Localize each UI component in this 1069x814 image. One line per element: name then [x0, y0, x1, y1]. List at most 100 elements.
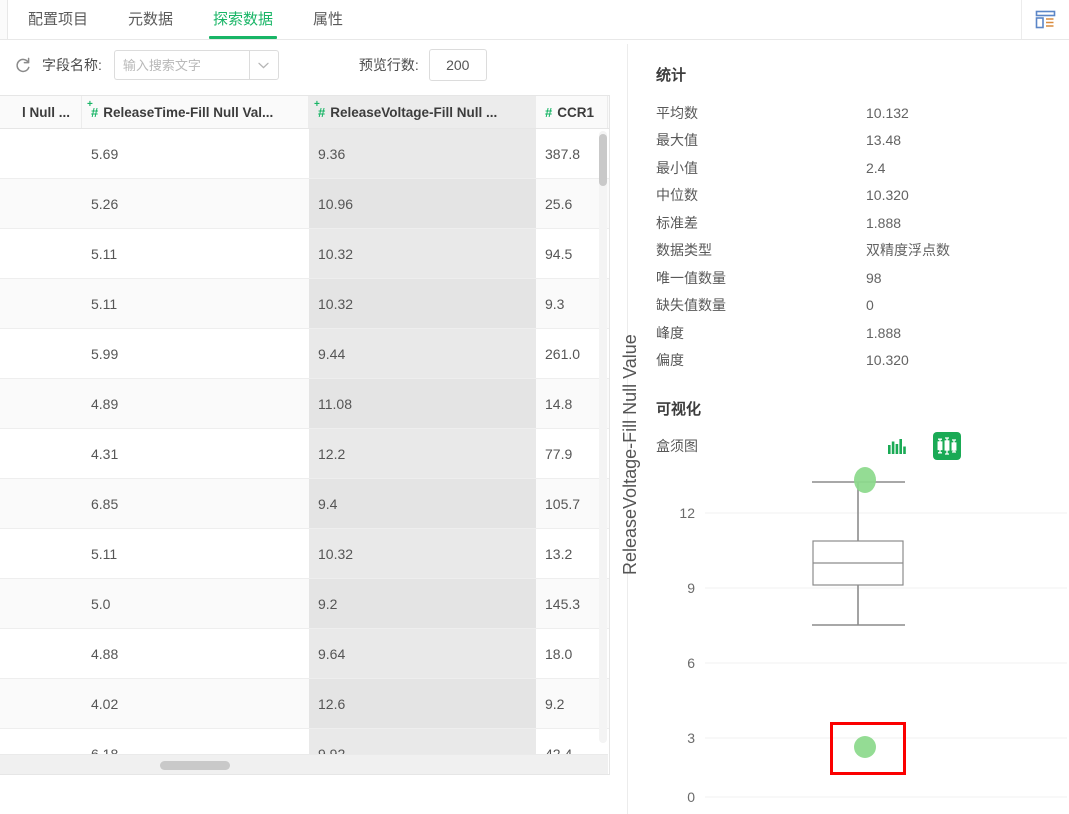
statistics-key: 缺失值数量	[656, 297, 726, 314]
table-cell	[0, 129, 82, 178]
table-vertical-scroll-thumb[interactable]	[599, 134, 607, 186]
table-body[interactable]: 5.69 9.36 387.8 5.26 10.96 25.6 5.11 10.32 94.5 5…	[0, 129, 609, 774]
table-column-header-ccr1[interactable]: # CCR1	[536, 96, 608, 128]
bar-chart-icon	[888, 439, 906, 454]
statistics-value: 双精度浮点数	[866, 242, 950, 259]
statistics-value: 1.888	[866, 324, 902, 341]
table-column-header-release-voltage[interactable]: + # ReleaseVoltage-Fill Null ...	[309, 96, 536, 128]
statistics-title: 统计	[656, 67, 687, 84]
field-search-dropdown-button[interactable]	[248, 50, 279, 80]
table-cell: 14.8	[545, 395, 573, 412]
table-horizontal-scroll-thumb[interactable]	[160, 761, 230, 770]
visualization-row: 盒须图	[656, 431, 1057, 461]
table-cell: 4.88	[91, 645, 119, 662]
table-row[interactable]: 4.89 11.08 14.8	[0, 379, 609, 429]
statistics-row: 峰度 1.888	[656, 319, 1057, 347]
statistics-value: 0	[866, 297, 874, 314]
visualization-title: 可视化	[656, 401, 702, 418]
svg-text:9: 9	[687, 580, 695, 596]
table-cell: 9.2	[309, 579, 536, 628]
table-cell	[0, 279, 82, 328]
statistics-value: 10.320	[866, 352, 909, 369]
svg-text:0: 0	[687, 789, 695, 805]
statistics-value: 13.48	[866, 132, 902, 149]
table-cell: 261.0	[545, 345, 581, 362]
tab-bar: 配置项目 元数据 探索数据 属性	[0, 0, 1069, 40]
histogram-toggle-button[interactable]	[883, 432, 911, 460]
data-preview-table: l Null ... + # ReleaseTime-Fill Null Val.…	[0, 95, 610, 775]
table-cell: 105.7	[545, 495, 581, 512]
boxplot-toggle-button[interactable]	[933, 432, 961, 460]
tab-properties[interactable]: 属性	[313, 11, 344, 28]
table-cell: 12.6	[309, 679, 536, 728]
tab-explore-data[interactable]: 探索数据	[193, 0, 293, 39]
table-row[interactable]: 4.88 9.64 18.0	[0, 629, 609, 679]
table-row[interactable]: 5.11 10.32 13.2	[0, 529, 609, 579]
statistics-row: 标准差 1.888	[656, 209, 1057, 237]
table-cell: 10.32	[309, 229, 536, 278]
statistics-key: 最大值	[656, 132, 698, 149]
outlier-point-low	[854, 736, 876, 758]
table-cell: 5.11	[91, 245, 118, 262]
statistics-value: 98	[866, 269, 882, 286]
table-row[interactable]: 5.26 10.96 25.6	[0, 179, 609, 229]
table-row[interactable]: 4.31 12.2 77.9	[0, 429, 609, 479]
table-cell	[0, 629, 82, 678]
table-cell: 4.89	[91, 395, 119, 412]
table-row[interactable]: 5.11 10.32 94.5	[0, 229, 609, 279]
table-column-header-release-time[interactable]: + # ReleaseTime-Fill Null Val...	[82, 96, 309, 128]
numeric-type-icon: #	[545, 104, 553, 120]
table-vertical-scrollbar[interactable]	[599, 131, 607, 743]
table-cell: 11.08	[309, 379, 536, 428]
table-cell: 5.0	[91, 595, 111, 612]
statistics-key: 最小值	[656, 159, 698, 176]
table-cell	[0, 579, 82, 628]
table-cell: 4.02	[91, 695, 119, 712]
outlier-point-high	[854, 467, 876, 493]
table-row[interactable]: 6.85 9.4 105.7	[0, 479, 609, 529]
statistics-row: 最大值 13.48	[656, 127, 1057, 155]
statistics-row: 偏度 10.320	[656, 347, 1057, 375]
table-row[interactable]: 4.02 12.6 9.2	[0, 679, 609, 729]
statistics-row: 最小值 2.4	[656, 154, 1057, 182]
table-header-row: l Null ... + # ReleaseTime-Fill Null Val.…	[0, 96, 609, 129]
preview-rows-input[interactable]	[428, 49, 487, 81]
table-horizontal-scrollbar[interactable]	[0, 754, 608, 774]
table-cell: 5.69	[91, 145, 119, 162]
table-row[interactable]: 5.0 9.2 145.3	[0, 579, 609, 629]
statistics-row: 中位数 10.320	[656, 182, 1057, 210]
statistics-row: 数据类型 双精度浮点数	[656, 237, 1057, 265]
field-search-group	[113, 50, 279, 80]
table-row[interactable]: 5.99 9.44 261.0	[0, 329, 609, 379]
refresh-button[interactable]	[14, 56, 32, 74]
table-row[interactable]: 5.11 10.32 9.3	[0, 279, 609, 329]
statistics-key: 中位数	[656, 187, 698, 204]
filter-bar: 字段名称: 预览行数:	[0, 40, 613, 90]
table-cell	[0, 479, 82, 528]
box-plot-icon	[937, 437, 957, 455]
tab-config-project[interactable]: 配置项目	[28, 11, 89, 28]
table-cell	[0, 379, 82, 428]
layout-toggle-button[interactable]	[1021, 0, 1069, 39]
statistics-value: 2.4	[866, 159, 886, 176]
table-column-label-0: l Null ...	[21, 104, 70, 120]
statistics-key: 数据类型	[656, 242, 712, 259]
field-search-input[interactable]	[113, 50, 249, 80]
table-cell: 9.64	[309, 629, 536, 678]
table-cell	[0, 429, 82, 478]
table-cell	[0, 529, 82, 578]
table-cell: 9.4	[309, 479, 536, 528]
statistics-panel: 统计 平均数 10.132 最大值 13.48 最小值 2.4 中位数 10.320 标准差 1.…	[627, 44, 1057, 814]
table-row[interactable]: 5.69 9.36 387.8	[0, 129, 609, 179]
table-cell: 9.3	[545, 295, 565, 312]
table-cell: 4.31	[91, 445, 119, 462]
statistics-key: 唯一值数量	[656, 269, 726, 286]
table-cell	[0, 329, 82, 378]
table-column-header-0[interactable]: l Null ...	[0, 96, 82, 128]
statistics-value: 1.888	[866, 214, 902, 231]
field-name-label: 字段名称:	[42, 57, 102, 73]
panel-layout-icon	[1035, 10, 1056, 29]
statistics-list: 平均数 10.132 最大值 13.48 最小值 2.4 中位数 10.320 标准差 1.888…	[656, 99, 1057, 374]
tab-metadata[interactable]: 元数据	[128, 11, 174, 28]
